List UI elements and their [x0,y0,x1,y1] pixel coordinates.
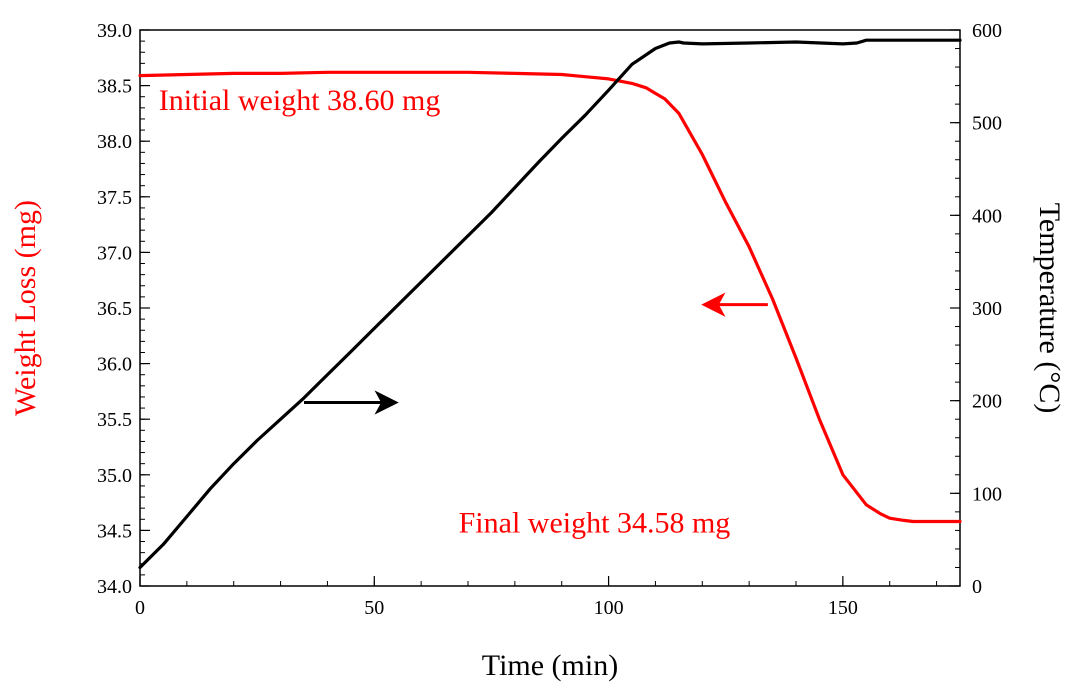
temperature-series-line [138,38,962,570]
x-tick-label: 0 [135,597,145,619]
y-left-tick-label: 38.5 [97,76,132,98]
y-left-tick-label: 35.5 [97,409,132,431]
x-axis-title: Time (min) [482,649,618,682]
y-left-tick-label: 34.5 [97,520,132,542]
y-right-tick-label: 400 [972,205,1002,227]
y-right-tick-label: 0 [972,576,982,598]
series-layer [138,38,962,570]
weight-loss-series-line [138,70,962,524]
x-tick-label: 50 [364,597,384,619]
y-left-tick-label: 37.5 [97,187,132,209]
y-left-tick-label: 36.5 [97,298,132,320]
y-left-tick-label: 35.0 [97,465,132,487]
y-right-tick-label: 300 [972,298,1002,320]
annotation-final-weight: Final weight 34.58 mg [459,507,731,540]
arrow-layer [304,292,768,415]
y-left-tick-label: 38.0 [97,131,132,153]
y-left-tick-label: 39.0 [97,20,132,42]
y-axis-left-title: Weight Loss (mg) [9,200,42,416]
y-axis-right-title: Temperature (°C) [1033,203,1066,414]
y-right-tick-label: 600 [972,20,1002,42]
y-right-tick-label: 500 [972,113,1002,135]
y-left-tick-label: 34.0 [97,576,132,598]
y-right-tick-label: 100 [972,483,1002,505]
tick-layer: 0 50 100 150 34.0 34.5 35.0 35.5 36.0 36.5 37.0 37.… [97,20,1002,619]
y-right-tick-label: 200 [972,391,1002,413]
annotation-initial-weight: Initial weight 38.60 mg [159,84,441,117]
y-left-tick-label: 37.0 [97,242,132,264]
x-tick-label: 150 [828,597,858,619]
y-left-tick-label: 36.0 [97,354,132,376]
weight-axis-arrow-head [701,292,726,317]
x-tick-label: 100 [594,597,624,619]
temperature-axis-arrow-head [374,390,399,415]
